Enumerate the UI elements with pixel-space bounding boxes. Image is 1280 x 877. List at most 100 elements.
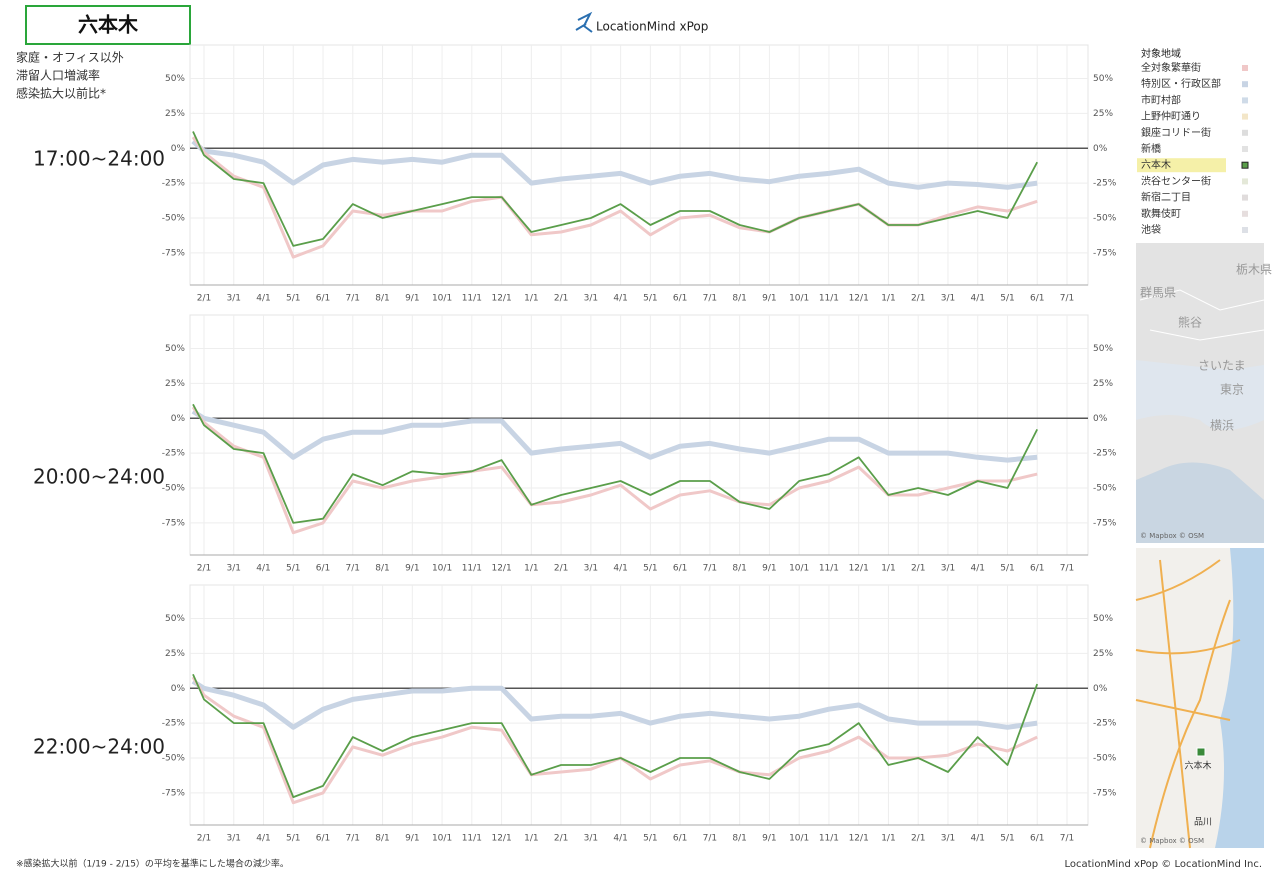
x-tick-label: 7/1: [703, 564, 717, 574]
footnote: ※感染拡大以前（1/19 - 2/15）の平均を基準にした場合の減少率。: [16, 858, 289, 870]
series-line: [192, 673, 1039, 798]
x-tick-label: 2/1: [197, 564, 211, 574]
y-tick-label: 50%: [165, 74, 185, 84]
credit: LocationMind xPop © LocationMind Inc.: [1064, 859, 1262, 870]
x-tick-label: 5/1: [643, 834, 657, 844]
x-tick-label: 10/1: [432, 834, 452, 844]
series-line: [192, 131, 1038, 247]
map-label: 熊谷: [1178, 315, 1202, 330]
x-tick-label: 8/1: [375, 834, 389, 844]
x-tick-label: 11/1: [462, 834, 482, 844]
x-tick-label: 6/1: [1030, 294, 1044, 304]
x-tick-label: 5/1: [643, 564, 657, 574]
x-tick-label: 4/1: [970, 294, 984, 304]
x-tick-label: 4/1: [613, 834, 627, 844]
x-tick-label: 8/1: [375, 564, 389, 574]
x-tick-label: 5/1: [286, 564, 300, 574]
y-tick-label: -50%: [162, 484, 186, 494]
map-label: 六本木: [1184, 760, 1211, 772]
x-tick-label: 5/1: [1000, 564, 1014, 574]
y-tick-label: -50%: [162, 754, 186, 764]
legend-highlight: [1137, 158, 1226, 173]
x-tick-label: 4/1: [256, 834, 270, 844]
map-urban: [1136, 360, 1264, 430]
x-tick-label: 9/1: [762, 564, 776, 574]
period-label: 17:00~24:00: [33, 147, 165, 171]
map-label: 東京: [1220, 383, 1244, 397]
series-line: [191, 406, 1038, 535]
x-tick-label: 3/1: [584, 834, 598, 844]
x-tick-label: 4/1: [256, 294, 270, 304]
y2-tick-label: -25%: [1093, 179, 1117, 189]
x-tick-label: 6/1: [316, 834, 330, 844]
y2-tick-label: 0%: [1093, 144, 1108, 154]
x-tick-label: 1/1: [524, 834, 538, 844]
legend-label: 池袋: [1141, 223, 1161, 236]
x-tick-label: 2/1: [911, 834, 925, 844]
x-tick-label: 2/1: [554, 834, 568, 844]
y-tick-label: 50%: [165, 614, 185, 624]
y2-tick-label: -50%: [1093, 214, 1117, 224]
legend-swatch: [1242, 97, 1248, 104]
legend-swatch: [1242, 113, 1248, 120]
x-tick-label: 5/1: [1000, 294, 1014, 304]
x-tick-label: 1/1: [881, 294, 895, 304]
map-credit: © Mapbox © OSM: [1140, 532, 1204, 540]
y2-tick-label: -50%: [1093, 754, 1117, 764]
y-tick-label: -75%: [162, 788, 186, 798]
series-line: [191, 409, 1038, 463]
x-tick-label: 9/1: [762, 834, 776, 844]
x-tick-label: 12/1: [491, 834, 511, 844]
x-tick-label: 4/1: [970, 564, 984, 574]
y2-tick-label: 25%: [1093, 109, 1113, 119]
x-tick-label: 5/1: [286, 834, 300, 844]
y-tick-label: -50%: [162, 214, 186, 224]
y2-tick-label: 50%: [1093, 74, 1113, 84]
x-tick-label: 2/1: [197, 294, 211, 304]
legend-swatch: [1242, 129, 1248, 136]
x-tick-label: 5/1: [286, 294, 300, 304]
x-tick-label: 8/1: [732, 834, 746, 844]
x-tick-label: 2/1: [554, 294, 568, 304]
y2-tick-label: 0%: [1093, 684, 1108, 694]
x-tick-label: 4/1: [256, 564, 270, 574]
x-tick-label: 6/1: [316, 294, 330, 304]
x-tick-label: 12/1: [491, 294, 511, 304]
legend-swatch: [1242, 194, 1248, 201]
period-label: 20:00~24:00: [33, 465, 165, 489]
y-tick-label: 0%: [171, 144, 186, 154]
x-tick-label: 3/1: [584, 564, 598, 574]
legend-label: 渋谷センター街: [1141, 174, 1211, 187]
map-label: 横浜: [1210, 419, 1234, 433]
legend-label: 上野仲町通り: [1141, 110, 1201, 123]
x-tick-label: 9/1: [405, 564, 419, 574]
x-tick-label: 7/1: [1060, 564, 1074, 574]
y-tick-label: 0%: [171, 414, 186, 424]
series-line: [191, 679, 1038, 730]
x-tick-label: 6/1: [673, 294, 687, 304]
y-tick-label: 25%: [165, 109, 185, 119]
legend-swatch: [1242, 210, 1248, 217]
x-tick-label: 6/1: [316, 564, 330, 574]
y-tick-label: 25%: [165, 649, 185, 659]
x-tick-label: 11/1: [819, 834, 839, 844]
x-tick-label: 6/1: [1030, 834, 1044, 844]
x-tick-label: 1/1: [881, 834, 895, 844]
x-tick-label: 9/1: [762, 294, 776, 304]
x-tick-label: 12/1: [849, 834, 869, 844]
x-tick-label: 5/1: [1000, 834, 1014, 844]
map-borders: [1139, 289, 1265, 341]
y2-tick-label: -75%: [1093, 788, 1117, 798]
x-tick-label: 6/1: [673, 564, 687, 574]
x-tick-label: 3/1: [227, 834, 241, 844]
y2-tick-label: 50%: [1093, 614, 1113, 624]
x-tick-label: 3/1: [227, 294, 241, 304]
y2-tick-label: -25%: [1093, 449, 1117, 459]
x-tick-label: 9/1: [405, 834, 419, 844]
legend-swatch: [1241, 161, 1249, 169]
x-tick-label: 7/1: [703, 294, 717, 304]
x-tick-label: 10/1: [789, 294, 809, 304]
x-tick-label: 7/1: [703, 834, 717, 844]
y2-tick-label: 0%: [1093, 414, 1108, 424]
series-line: [191, 676, 1038, 805]
